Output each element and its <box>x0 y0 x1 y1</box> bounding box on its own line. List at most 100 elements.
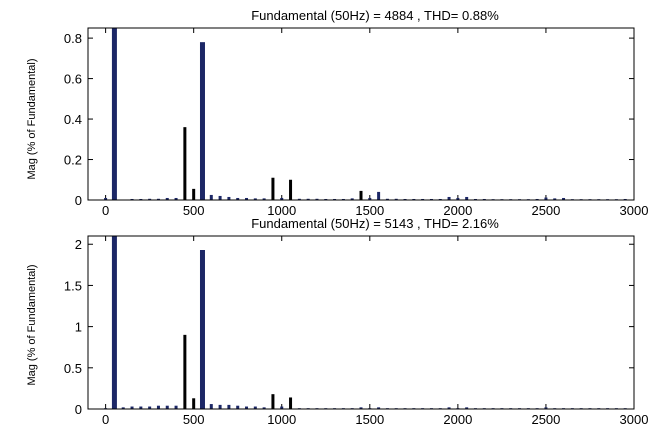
chart-top-bar-20 <box>289 179 293 200</box>
chart-top-bar-39 <box>456 197 460 200</box>
chart-top-bar-42 <box>482 198 486 200</box>
chart-top-bar-12 <box>218 195 222 200</box>
chart-bottom-bar-16 <box>245 406 249 409</box>
chart-top-bar-0 <box>104 197 108 200</box>
chart-top-bar-30 <box>377 191 381 200</box>
chart-top-bar-26 <box>341 198 345 200</box>
chart-top-bar-8 <box>183 127 187 200</box>
chart-bottom-xticks: 0 500 1000 1500 2000 2500 3000 <box>102 236 648 427</box>
chart-top-bar-18 <box>271 177 275 200</box>
chart-top-bar-51 <box>562 197 566 200</box>
chart-bottom-bar-12 <box>209 404 213 409</box>
chart-top-ytick-label-0: 0 <box>75 193 82 208</box>
chart-bottom-ylabel: Mag (% of Fundamental) <box>26 264 38 385</box>
chart-top-xtick-label-5: 2500 <box>531 203 560 218</box>
chart-bottom-bar-19 <box>271 394 275 409</box>
chart-bottom-bar-18 <box>262 407 266 409</box>
chart-top-bar-58 <box>623 198 627 200</box>
chart-top-xtick-label-0: 0 <box>102 203 109 218</box>
chart-bottom-bar-39 <box>447 407 451 409</box>
chart-bottom-bar-29 <box>359 407 363 409</box>
chart-bottom-bar-11 <box>199 250 205 409</box>
chart-bottom-bar-10 <box>192 398 196 409</box>
chart-top-bar-34 <box>412 198 416 200</box>
chart-bottom-xtick-label-3: 1500 <box>355 412 384 427</box>
chart-top-bar-19 <box>280 197 284 200</box>
chart-bottom-bar-13 <box>218 404 222 409</box>
chart-bottom-bar-1 <box>111 236 117 409</box>
chart-top-bar-36 <box>429 198 433 200</box>
chart-bottom-bar-31 <box>377 407 381 409</box>
chart-bottom-bar-6 <box>156 405 160 409</box>
chart-bottom-axes-box <box>87 235 635 410</box>
chart-bottom-bar-7 <box>165 405 169 409</box>
chart-bottom-xtick-label-0: 0 <box>102 412 109 427</box>
chart-bottom-xtick-label-4: 2000 <box>443 412 472 427</box>
chart-bottom-bar-4 <box>139 406 143 409</box>
chart-bottom-bar-50 <box>544 407 548 409</box>
chart-top-bar-14 <box>236 197 240 200</box>
chart-top-bar-5 <box>156 198 160 200</box>
chart-top-bar-22 <box>306 198 310 200</box>
chart-bottom-ytick-label-3: 1.5 <box>64 278 82 293</box>
chart-top-bar-33 <box>403 198 407 200</box>
chart-bottom-yticks: 0 0.5 1 1.5 2 <box>64 237 634 417</box>
chart-top-xtick-label-6: 3000 <box>620 203 649 218</box>
chart-top-axes-box <box>87 27 635 201</box>
chart-top-xtick-label-2: 1000 <box>267 203 296 218</box>
chart-top-bar-32 <box>394 198 398 200</box>
chart-bottom-title: Fundamental (50Hz) = 5143 , THD= 2.16% <box>251 216 499 231</box>
chart-top-bar-48 <box>535 198 539 200</box>
chart-bottom-bar-15 <box>236 405 240 409</box>
chart-top-bar-7 <box>174 197 178 200</box>
chart-top-xtick-label-4: 2000 <box>443 203 472 218</box>
chart-top-bar-21 <box>297 198 301 200</box>
chart-top-bar-4 <box>148 198 152 200</box>
chart-bottom-ytick-label-1: 0.5 <box>64 361 82 376</box>
chart-bottom-bar-14 <box>227 404 231 409</box>
chart-top-bar-1 <box>111 28 117 200</box>
chart-top-title: Fundamental (50Hz) = 4884 , THD= 0.88% <box>251 8 499 23</box>
chart-bottom-bar-20 <box>280 406 284 409</box>
chart-top-bar-25 <box>333 198 337 200</box>
chart-top-bar-29 <box>368 197 372 200</box>
chart-top-bar-15 <box>245 197 249 200</box>
chart-top-ylabel: Mag (% of Fundamental) <box>26 58 38 179</box>
chart-bottom-bar-3 <box>130 406 134 409</box>
chart-top-bar-24 <box>324 198 328 200</box>
chart-bottom-ytick-label-4: 2 <box>75 237 82 252</box>
chart-bottom-xtick-label-2: 1000 <box>267 412 296 427</box>
chart-top-bar-28 <box>359 190 363 200</box>
chart-top-bar-27 <box>350 198 354 200</box>
chart-bottom-bar-9 <box>183 334 187 409</box>
chart-top-ytick-label-2: 0.4 <box>64 112 82 127</box>
chart-bottom-xtick-label-6: 3000 <box>620 412 649 427</box>
chart-bottom-xtick-label-5: 2500 <box>531 412 560 427</box>
chart-top-bar-23 <box>315 198 319 200</box>
chart-bottom-bar-21 <box>289 397 293 409</box>
chart-bottom-bar-5 <box>148 406 152 409</box>
chart-top-bar-9 <box>192 188 196 200</box>
chart-top: Fundamental (50Hz) = 4884 , THD= 0.88% M… <box>26 8 648 218</box>
chart-top-bar-40 <box>465 196 469 200</box>
chart-top-bar-31 <box>385 198 389 200</box>
chart-bottom-ytick-label-0: 0 <box>75 402 82 417</box>
chart-top-bar-6 <box>165 197 169 200</box>
chart-bottom-bar-2 <box>121 407 125 409</box>
chart-top-bar-10 <box>199 42 205 201</box>
chart-top-bar-2 <box>130 198 134 200</box>
chart-top-bar-11 <box>209 194 213 200</box>
chart-top-bar-50 <box>553 198 557 200</box>
chart-top-bar-17 <box>262 198 266 200</box>
chart-top-bar-38 <box>447 196 451 200</box>
chart-top-ytick-label-4: 0.8 <box>64 31 82 46</box>
chart-top-ytick-label-1: 0.2 <box>64 153 82 168</box>
chart-bottom-bar-17 <box>253 406 257 409</box>
chart-bottom-xtick-label-1: 500 <box>183 412 205 427</box>
chart-top-xtick-label-3: 1500 <box>355 203 384 218</box>
chart-bottom-bar-41 <box>465 407 469 409</box>
chart-bottom: Fundamental (50Hz) = 5143 , THD= 2.16% M… <box>26 216 648 427</box>
chart-top-bar-16 <box>253 198 257 200</box>
